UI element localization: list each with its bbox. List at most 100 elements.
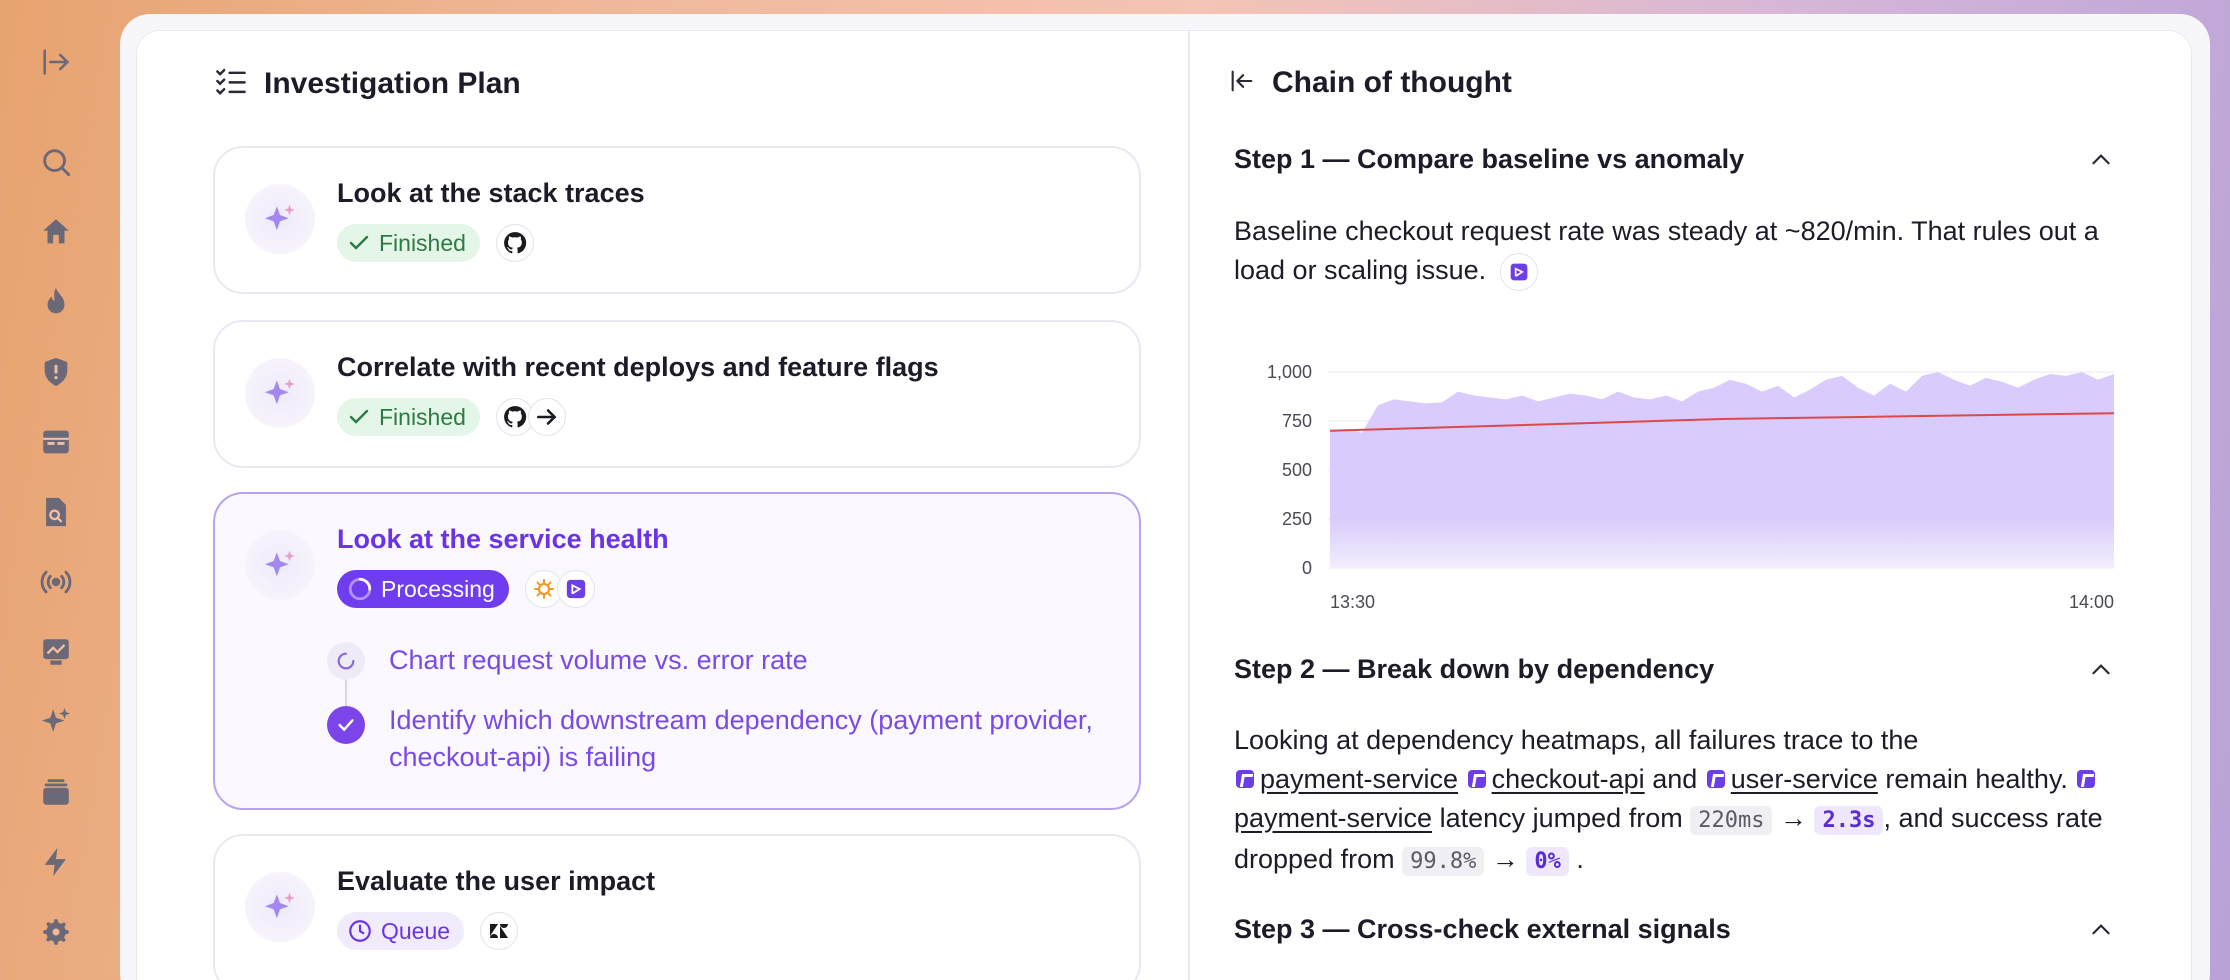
chevron-up-icon[interactable] xyxy=(2088,657,2114,683)
task-card[interactable]: Look at the stack traces Finished xyxy=(213,146,1141,294)
step-header[interactable]: Step 2 — Break down by dependency xyxy=(1234,654,2114,685)
service-icon xyxy=(2077,769,2096,788)
stack-icon[interactable] xyxy=(38,774,74,810)
task-meta: Finished xyxy=(337,398,566,436)
plan-header: Investigation Plan xyxy=(214,66,521,101)
spinner-icon xyxy=(348,577,372,601)
service-link[interactable]: checkout-api xyxy=(1491,764,1645,794)
task-card-active[interactable]: Look at the service health Processing Ch… xyxy=(213,492,1141,810)
chevron-up-icon[interactable] xyxy=(2088,917,2114,943)
tool-icons xyxy=(524,570,595,608)
task-card[interactable]: Correlate with recent deploys and featur… xyxy=(213,320,1141,468)
github-icon[interactable] xyxy=(495,224,534,262)
check-circle-icon xyxy=(327,706,365,744)
expand-icon[interactable] xyxy=(38,44,74,80)
task-meta: Finished xyxy=(337,224,534,262)
chevron-up-icon[interactable] xyxy=(2088,147,2114,173)
task-title: Correlate with recent deploys and featur… xyxy=(337,352,939,382)
tool-icons xyxy=(495,398,566,436)
y-tick-label: 1,000 xyxy=(1267,362,1312,382)
broadcast-icon[interactable] xyxy=(38,564,74,600)
step-header[interactable]: Step 3 — Cross-check external signals xyxy=(1234,914,2114,945)
tool-icons xyxy=(495,224,534,262)
service-icon xyxy=(1236,769,1254,788)
collapse-panel-icon[interactable] xyxy=(1228,67,1256,100)
subitem-text: Chart request volume vs. error rate xyxy=(389,645,808,675)
code-value: 220ms xyxy=(1690,806,1773,835)
task-title: Look at the stack traces xyxy=(337,178,645,208)
cot-title: Chain of thought xyxy=(1272,66,1512,99)
step-body: Baseline checkout request rate was stead… xyxy=(1234,212,2114,291)
request-rate-chart: 1,000 750 500 250 0 13:30 14:00 xyxy=(1267,362,2115,612)
sparkles-icon xyxy=(245,358,315,428)
home-icon[interactable] xyxy=(38,214,74,250)
settings-icon[interactable] xyxy=(38,914,74,950)
clock-icon xyxy=(349,920,371,942)
subitem: Chart request volume vs. error rate xyxy=(327,642,1159,680)
lightning-icon[interactable] xyxy=(38,844,74,880)
check-icon xyxy=(349,409,369,424)
status-badge: Processing xyxy=(337,570,509,608)
sentry-icon[interactable] xyxy=(1499,252,1538,291)
status-badge: Finished xyxy=(337,398,480,436)
task-meta: Processing xyxy=(337,570,595,608)
dashboard-icon[interactable] xyxy=(38,424,74,460)
status-badge: Finished xyxy=(337,224,480,262)
step-title: Step 1 — Compare baseline vs anomaly xyxy=(1234,144,1745,174)
plan-title: Investigation Plan xyxy=(264,66,521,100)
status-label: Queue xyxy=(381,917,451,944)
step-text: remain healthy. xyxy=(1885,764,2068,794)
task-card[interactable]: Evaluate the user impact Queue xyxy=(213,834,1141,980)
arrow-icon: → xyxy=(1779,803,1807,833)
step-text: latency jumped from xyxy=(1439,803,1683,833)
code-value: 0% xyxy=(1526,847,1569,876)
status-label: Finished xyxy=(379,229,466,256)
x-tick-label: 14:00 xyxy=(2069,592,2114,612)
fire-icon[interactable] xyxy=(38,284,74,320)
checklist-icon xyxy=(214,66,248,101)
zendesk-icon[interactable] xyxy=(480,912,519,950)
step-title: Step 3 — Cross-check external signals xyxy=(1234,914,1731,944)
service-link[interactable]: payment-service xyxy=(1234,803,1433,833)
y-tick-label: 0 xyxy=(1302,558,1312,578)
service-icon xyxy=(1467,769,1486,788)
trend-line xyxy=(1329,412,2115,432)
step-text: and xyxy=(1652,764,1698,794)
y-tick-label: 500 xyxy=(1282,460,1312,480)
sparkles-icon xyxy=(245,184,315,254)
area-series xyxy=(1330,372,2114,568)
service-icon xyxy=(1706,769,1725,788)
step-text: . xyxy=(1576,844,1584,874)
sparkles-icon[interactable] xyxy=(38,704,74,740)
service-link[interactable]: user-service xyxy=(1730,764,1878,794)
sparkles-icon xyxy=(245,872,315,942)
task-title: Look at the service health xyxy=(337,524,669,554)
grafana-icon[interactable] xyxy=(524,570,563,608)
task-meta: Queue xyxy=(337,912,519,950)
arrow-icon: → xyxy=(1491,844,1519,874)
arrow-right-icon[interactable] xyxy=(527,398,566,436)
check-icon xyxy=(349,235,369,250)
sentry-icon[interactable] xyxy=(556,570,595,608)
status-label: Finished xyxy=(379,403,466,430)
subitem-text: Identify which downstream dependency (pa… xyxy=(389,705,1093,772)
chart-icon[interactable] xyxy=(38,634,74,670)
service-link[interactable]: payment-service xyxy=(1260,764,1459,794)
step-body: Looking at dependency heatmaps, all fail… xyxy=(1234,721,2114,881)
document-search-icon[interactable] xyxy=(38,494,74,530)
step-header[interactable]: Step 1 — Compare baseline vs anomaly xyxy=(1234,144,2114,175)
step-text: , and success rate dropped from xyxy=(1234,803,2103,874)
search-icon[interactable] xyxy=(38,144,74,180)
step-title: Step 2 — Break down by dependency xyxy=(1234,654,1715,684)
tool-icons xyxy=(480,912,519,950)
shield-icon[interactable] xyxy=(38,354,74,390)
code-value: 99.8% xyxy=(1402,847,1485,876)
github-icon[interactable] xyxy=(495,398,534,436)
cot-header: Chain of thought xyxy=(1228,66,1512,100)
panel-divider xyxy=(1188,30,1190,980)
pending-ring-icon xyxy=(327,642,365,680)
left-rail xyxy=(0,0,118,980)
sparkles-icon xyxy=(245,530,315,600)
subitem: Identify which downstream dependency (pa… xyxy=(327,702,1159,776)
x-tick-label: 13:30 xyxy=(1330,592,1375,612)
